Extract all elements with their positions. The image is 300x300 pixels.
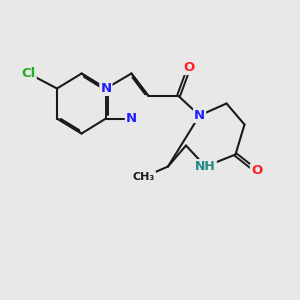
Text: N: N: [194, 109, 205, 122]
Text: O: O: [251, 164, 262, 178]
Text: Cl: Cl: [21, 67, 36, 80]
Text: CH₃: CH₃: [133, 172, 155, 182]
Text: N: N: [126, 112, 137, 125]
Text: N: N: [100, 82, 112, 95]
Text: NH: NH: [195, 160, 216, 173]
Text: O: O: [183, 61, 195, 74]
